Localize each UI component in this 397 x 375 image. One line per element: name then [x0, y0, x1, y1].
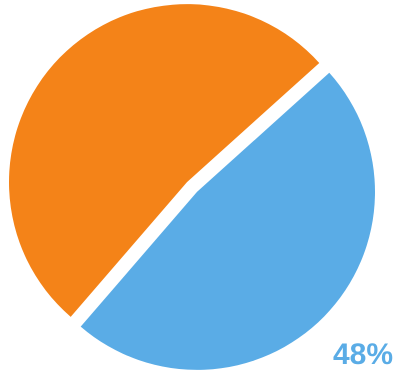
pie-slices	[8, 4, 376, 370]
pie-slice-52-percent	[8, 4, 320, 317]
slice-2-data-label: 48%	[333, 338, 393, 371]
pie-slice-48-percent	[80, 72, 376, 370]
